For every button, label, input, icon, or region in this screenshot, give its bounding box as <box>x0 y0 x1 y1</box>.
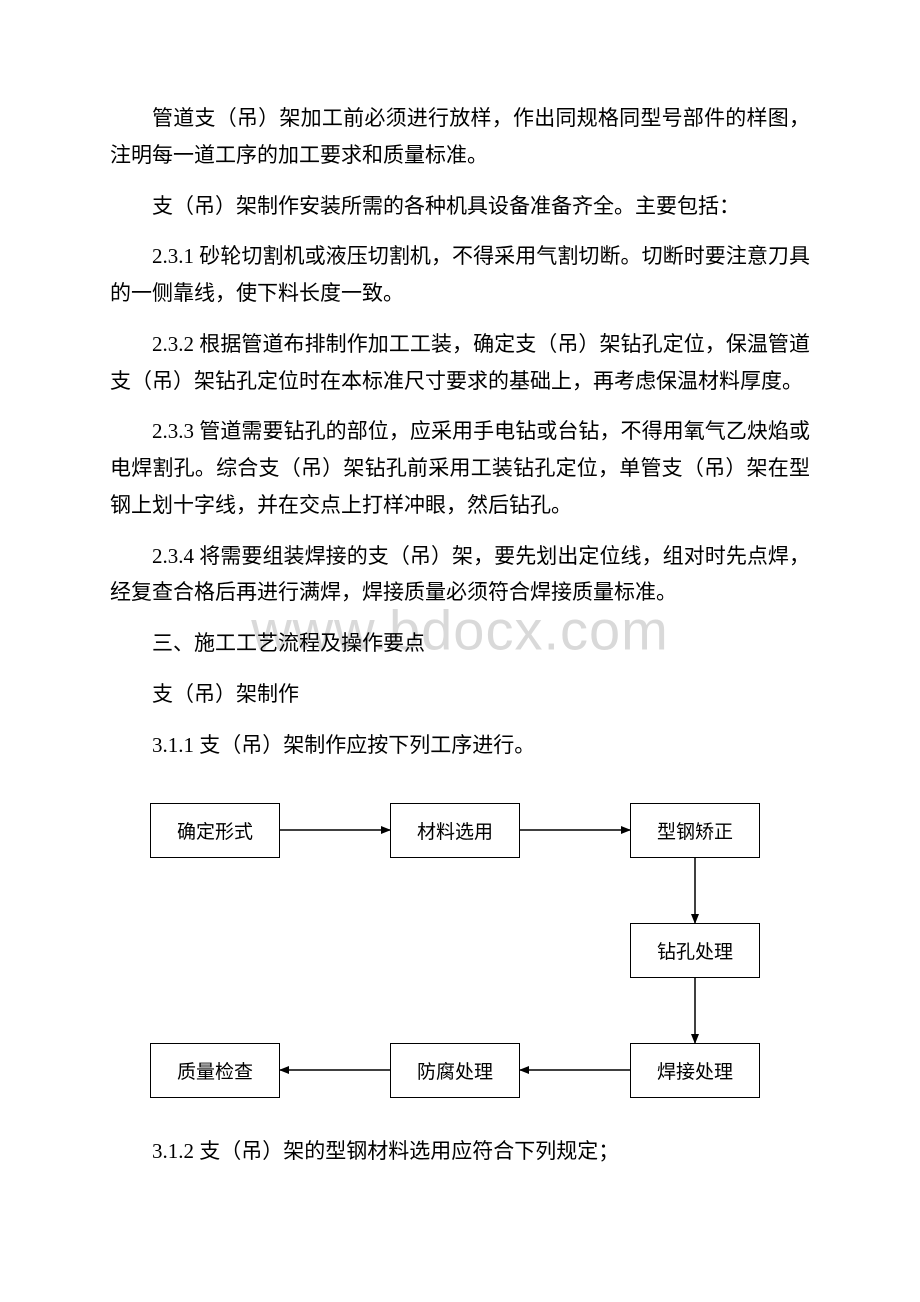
flowchart-node-n2: 材料选用 <box>390 803 520 858</box>
section-3-heading: 三、施工工艺流程及操作要点 <box>110 625 810 662</box>
flowchart-node-n4: 钻孔处理 <box>630 923 760 978</box>
subsection-heading: 支（吊）架制作 <box>110 676 810 713</box>
paragraph-intro-2: 支（吊）架制作安装所需的各种机具设备准备齐全。主要包括： <box>110 188 810 225</box>
paragraph-2-3-2: 2.3.2 根据管道布排制作加工工装，确定支（吊）架钻孔定位，保温管道支（吊）架… <box>110 326 810 400</box>
flowchart-node-n7: 质量检查 <box>150 1043 280 1098</box>
flowchart-node-n6: 防腐处理 <box>390 1043 520 1098</box>
flowchart-node-n5: 焊接处理 <box>630 1043 760 1098</box>
flowchart-node-n3: 型钢矫正 <box>630 803 760 858</box>
document-body: 管道支（吊）架加工前必须进行放样，作出同规格同型号部件的样图，注明每一道工序的加… <box>110 100 810 1170</box>
paragraph-3-1-1: 3.1.1 支（吊）架制作应按下列工序进行。 <box>110 727 810 764</box>
paragraph-intro-1: 管道支（吊）架加工前必须进行放样，作出同规格同型号部件的样图，注明每一道工序的加… <box>110 100 810 174</box>
flowchart-node-n1: 确定形式 <box>150 803 280 858</box>
paragraph-2-3-4: 2.3.4 将需要组装焊接的支（吊）架，要先划出定位线，组对时先点焊，经复查合格… <box>110 538 810 612</box>
process-flowchart: 确定形式 材料选用 型钢矫正钻孔处理焊接处理 防腐处理 质量检查 <box>110 793 810 1113</box>
paragraph-2-3-1: 2.3.1 砂轮切割机或液压切割机，不得采用气割切断。切断时要注意刀具的一侧靠线… <box>110 238 810 312</box>
paragraph-3-1-2: 3.1.2 支（吊）架的型钢材料选用应符合下列规定； <box>110 1133 810 1170</box>
paragraph-2-3-3: 2.3.3 管道需要钻孔的部位，应采用手电钻或台钻，不得用氧气乙炔焰或电焊割孔。… <box>110 413 810 523</box>
